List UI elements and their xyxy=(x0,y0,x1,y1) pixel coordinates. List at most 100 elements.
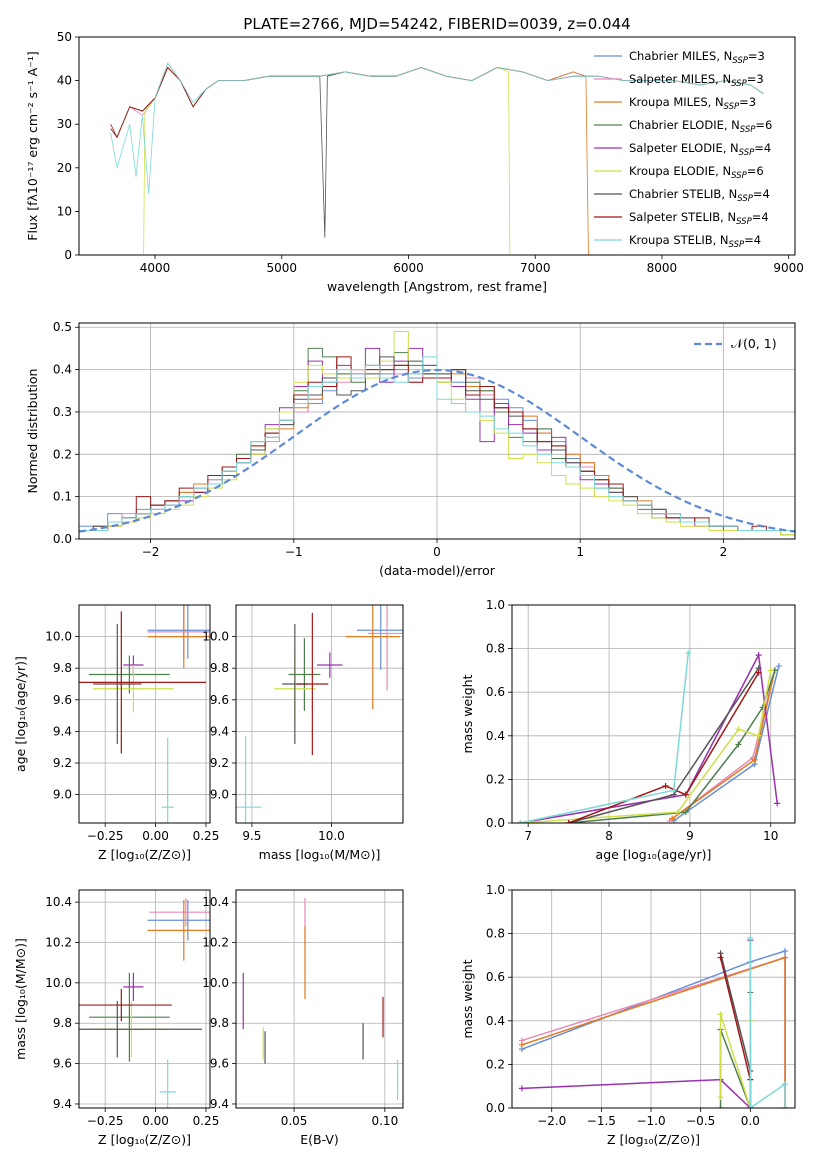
legend-name: Salpeter ELODIE, N xyxy=(629,141,739,155)
data-point-marker xyxy=(782,1081,789,1088)
legend-name: Chabrier MILES, N xyxy=(629,49,732,63)
y-tick-label: 10 xyxy=(57,204,72,218)
legend-label: Kroupa ELODIE, NSSP=6 xyxy=(629,164,764,181)
x-tick-label: −2 xyxy=(142,545,160,559)
legend-suffix: =6 xyxy=(747,164,764,178)
y-tick-label: 0.2 xyxy=(486,1057,505,1071)
x-axis-label: age [log₁₀(age/yr)] xyxy=(596,847,712,862)
data-point-marker xyxy=(735,726,742,733)
y-tick-label: 40 xyxy=(57,74,72,88)
plot-area xyxy=(79,330,795,536)
y-tick-label: 9.8 xyxy=(210,1016,229,1030)
y-tick-label: 0.2 xyxy=(486,772,505,786)
legend-sub: SSP xyxy=(729,240,745,250)
weight-vs-age-panel: 7 8 9 10 0.0 0.2 0.4 0.6 0.8 1.0 age [log₁₀(age/yr… xyxy=(460,598,796,862)
x-tick-label: 7000 xyxy=(520,261,551,275)
y-tick-label: 9.8 xyxy=(53,661,72,675)
series-line-3 xyxy=(521,956,786,1108)
x-tick-label: −1 xyxy=(285,545,303,559)
y-tick-label: 9.6 xyxy=(53,1057,72,1071)
mass-vs-z-panel: −0.25 0.00 0.25 9.4 9.6 9.8 10.0 10.2 10.4 Z [log… xyxy=(13,889,220,1147)
axes-frame xyxy=(511,889,796,1109)
legend-label: Chabrier STELIB, NSSP=4 xyxy=(629,187,770,204)
series-line-1 xyxy=(110,66,587,139)
x-axis-label: E(B-V) xyxy=(300,1132,339,1147)
x-tick-label: 10.0 xyxy=(318,829,345,843)
x-tick-label: 0.10 xyxy=(371,1114,398,1128)
legend-sub: SSP xyxy=(724,102,740,112)
x-tick-label: 5000 xyxy=(266,261,297,275)
legend-label: Kroupa MILES, NSSP=3 xyxy=(629,95,756,112)
series-line-2 xyxy=(110,66,587,139)
x-tick-label: 10 xyxy=(763,829,778,843)
x-tick-label: 6000 xyxy=(393,261,424,275)
x-tick-label: −2.0 xyxy=(537,1114,566,1128)
y-tick-label: 9.6 xyxy=(53,693,72,707)
x-tick-label: 4000 xyxy=(140,261,171,275)
age-vs-z-panel: −0.25 0.00 0.25 9.0 9.2 9.4 9.6 9.8 10.0 Z [log₁₀… xyxy=(13,604,219,862)
axes-frame xyxy=(78,604,211,824)
data-point-marker xyxy=(669,815,676,822)
x-tick-label: −1.5 xyxy=(587,1114,616,1128)
mass-vs-ebv-panel: 0.05 0.10 9.4 9.6 9.8 10.0 10.2 10.4 E(B-V) xyxy=(202,889,404,1147)
data-point-marker xyxy=(717,1011,724,1018)
x-tick-label: 0.25 xyxy=(193,1114,220,1128)
y-tick-label: 0.6 xyxy=(486,685,505,699)
y-tick-label: 20 xyxy=(57,161,72,175)
x-tick-label: 0.05 xyxy=(281,1114,308,1128)
x-axis-label: (data-model)/error xyxy=(379,563,496,578)
y-tick-label: 9.4 xyxy=(53,1097,72,1111)
y-tick-label: 0.4 xyxy=(486,1014,505,1028)
y-tick-label: 0.0 xyxy=(53,532,72,546)
legend-sub: SSP xyxy=(732,56,748,66)
x-tick-label: 0.00 xyxy=(142,829,169,843)
y-tick-label: 0.6 xyxy=(486,970,505,984)
data-point-marker xyxy=(751,756,758,763)
legend-name: Kroupa ELODIE, N xyxy=(629,164,731,178)
data-point-marker xyxy=(565,820,572,823)
y-tick-label: 10.4 xyxy=(45,895,72,909)
data-point-marker xyxy=(517,820,524,823)
y-tick-label: 0.8 xyxy=(486,927,505,941)
figure-title: PLATE=2766, MJD=54242, FIBERID=0039, z=0… xyxy=(243,15,630,33)
data-point-marker xyxy=(747,934,754,941)
data-point-marker xyxy=(747,1105,754,1108)
y-tick-label: 9.6 xyxy=(210,693,229,707)
series-line-3 xyxy=(110,66,589,255)
y-tick-label: 10.0 xyxy=(202,976,229,990)
y-tick-label: 10.2 xyxy=(202,935,229,949)
series-line-9 xyxy=(110,62,764,194)
data-point-marker xyxy=(774,800,781,807)
axes-frame xyxy=(235,604,404,824)
series-line-8 xyxy=(719,957,752,1108)
legend-name: Salpeter STELIB, N xyxy=(629,210,736,224)
legend-name: Kroupa MILES, N xyxy=(629,95,724,109)
x-tick-label: 9.5 xyxy=(242,829,261,843)
y-tick-label: 9.4 xyxy=(210,724,229,738)
x-tick-label: 2 xyxy=(720,545,728,559)
weight-vs-z-panel: −2.0 −1.5 −1.0 −0.5 0.0 0.0 0.2 0.4 0.6 0.8 1.0 Z [… xyxy=(460,883,796,1147)
plot-area xyxy=(79,605,210,823)
y-tick-label: 10.4 xyxy=(202,895,229,909)
x-axis-label: Z [log₁₀(Z/Z⊙)] xyxy=(98,847,191,862)
legend-sub: SSP xyxy=(731,171,747,181)
legend-sub: SSP xyxy=(736,217,752,227)
data-point-marker xyxy=(717,1105,724,1108)
y-axis-label: age [log₁₀(age/yr)] xyxy=(13,656,28,772)
x-tick-label: −0.25 xyxy=(87,829,124,843)
y-tick-label: 9.2 xyxy=(53,756,72,770)
y-tick-label: 9.6 xyxy=(210,1057,229,1071)
data-point-marker xyxy=(755,652,762,659)
y-tick-label: 9.8 xyxy=(53,1016,72,1030)
data-point-marker xyxy=(670,787,677,794)
data-point-marker xyxy=(759,704,766,711)
legend-label: Salpeter MILES, NSSP=3 xyxy=(629,72,764,89)
y-tick-label: 30 xyxy=(57,117,72,131)
x-tick-label: 8000 xyxy=(647,261,678,275)
legend-name: Chabrier ELODIE, N xyxy=(629,118,740,132)
data-point-marker xyxy=(755,669,762,676)
x-axis-label: Z [log₁₀(Z/Z⊙)] xyxy=(607,1132,700,1147)
y-tick-label: 10.0 xyxy=(45,976,72,990)
x-tick-label: 0.00 xyxy=(142,1114,169,1128)
